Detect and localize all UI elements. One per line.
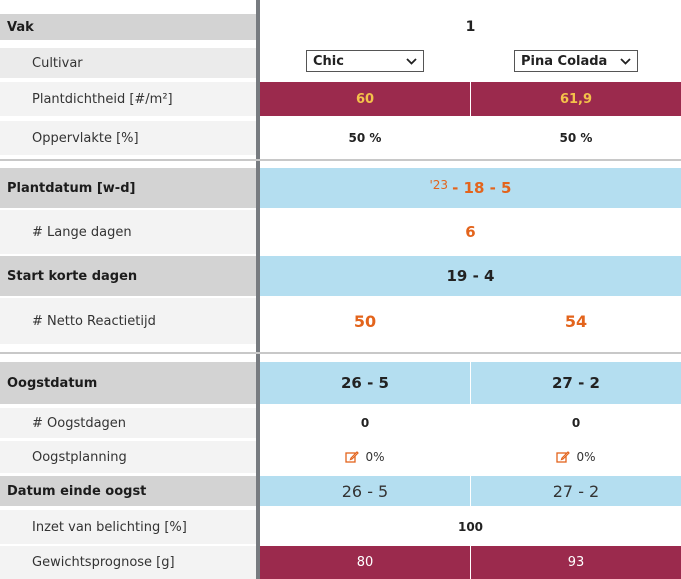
oppervlakte-value-2[interactable]: 50 %: [559, 131, 593, 145]
label-plantdatum: Plantdatum [w-d]: [0, 168, 256, 208]
label-belichting: Inzet van belichting [%]: [0, 510, 256, 544]
chevron-down-icon: [620, 55, 631, 68]
oogstdagen-value-1[interactable]: 0: [360, 416, 370, 430]
cultivar-cell-2: Pina Colada: [471, 44, 681, 78]
plantdatum-year: '23: [429, 178, 449, 192]
einde-oogst-value-2: 27 - 2: [471, 476, 681, 506]
label-datum-einde-oogst: Datum einde oogst: [0, 476, 256, 506]
label-gewichtsprognose: Gewichtsprognose [g]: [0, 546, 256, 579]
label-oogstdatum: Oogstdatum: [0, 362, 256, 404]
gewichtsprognose-value-2: 93: [471, 546, 681, 579]
oogstdagen-value-2[interactable]: 0: [571, 416, 581, 430]
oogstplanning-cell-1[interactable]: 0%: [260, 441, 470, 473]
start-korte-dagen-value: 19 - 4: [260, 256, 681, 296]
gewichtsprognose-value-1: 80: [260, 546, 470, 579]
cultivar-select-2[interactable]: Pina Colada: [514, 50, 638, 72]
label-oppervlakte: Oppervlakte [%]: [0, 121, 256, 155]
label-cultivar: Cultivar: [0, 48, 256, 78]
plantdichtheid-value-2[interactable]: 61,9: [471, 82, 681, 116]
vak-number: 1: [465, 19, 476, 35]
section-separator: [0, 159, 681, 161]
netto-reactietijd-value-1[interactable]: 50: [353, 311, 377, 331]
oogstplanning-value-2: 0%: [576, 450, 596, 464]
oogstplanning-value-1: 0%: [365, 450, 385, 464]
oogstdatum-value-1: 26 - 5: [260, 362, 470, 404]
chevron-down-icon: [406, 55, 417, 68]
oogstdatum-value-2: 27 - 2: [471, 362, 681, 404]
netto-reactietijd-value-2[interactable]: 54: [564, 311, 588, 331]
oppervlakte-value-1[interactable]: 50 %: [348, 131, 382, 145]
cultivar-value-1: Chic: [313, 53, 344, 69]
edit-icon[interactable]: [556, 450, 571, 464]
label-lange-dagen: # Lange dagen: [0, 210, 256, 254]
cultivar-value-2: Pina Colada: [521, 53, 608, 69]
label-start-korte-dagen: Start korte dagen: [0, 256, 256, 296]
label-plantdichtheid: Plantdichtheid [#/m²]: [0, 82, 256, 116]
label-oogstdagen: # Oogstdagen: [0, 408, 256, 438]
lange-dagen-value[interactable]: 6: [465, 223, 476, 241]
section-separator: [0, 352, 681, 354]
einde-oogst-value-1: 26 - 5: [260, 476, 470, 506]
label-column: Vak Cultivar Plantdichtheid [#/m²] Opper…: [0, 0, 256, 579]
edit-icon[interactable]: [345, 450, 360, 464]
plantdichtheid-value-1[interactable]: 60: [260, 82, 470, 116]
data-column: 1 Chic Pina Colada 60 61,9 50 % 50 % '23…: [260, 0, 681, 579]
plantdatum-value[interactable]: '23 - 18 - 5: [260, 168, 681, 208]
label-oogstplanning: Oogstplanning: [0, 441, 256, 473]
plantdatum-week-day: - 18 - 5: [452, 179, 512, 197]
belichting-value[interactable]: 100: [457, 520, 484, 534]
label-vak: Vak: [0, 14, 256, 40]
label-netto-reactietijd: # Netto Reactietijd: [0, 298, 256, 344]
cultivar-cell-1: Chic: [260, 44, 470, 78]
oogstplanning-cell-2[interactable]: 0%: [471, 441, 681, 473]
column-divider: [256, 0, 260, 579]
cultivar-select-1[interactable]: Chic: [306, 50, 424, 72]
